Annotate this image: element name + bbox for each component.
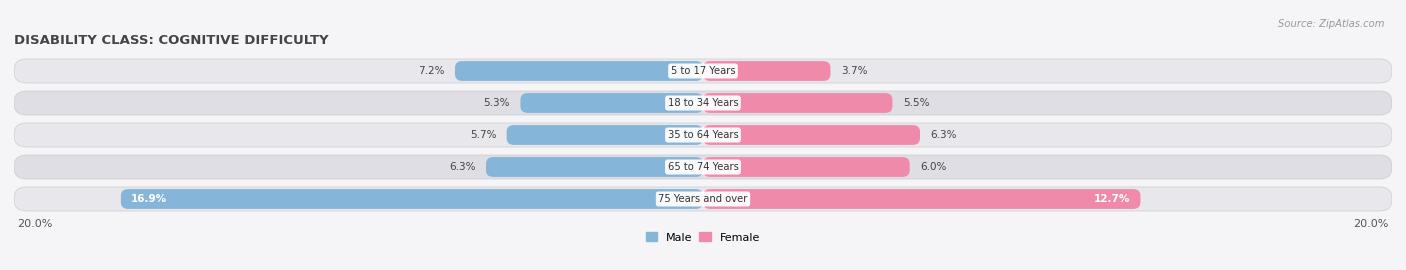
FancyBboxPatch shape bbox=[14, 155, 1392, 179]
FancyBboxPatch shape bbox=[14, 187, 1392, 211]
Text: 18 to 34 Years: 18 to 34 Years bbox=[668, 98, 738, 108]
FancyBboxPatch shape bbox=[486, 157, 703, 177]
Text: 6.0%: 6.0% bbox=[920, 162, 946, 172]
Text: 20.0%: 20.0% bbox=[1353, 219, 1389, 229]
Text: Source: ZipAtlas.com: Source: ZipAtlas.com bbox=[1278, 19, 1385, 29]
FancyBboxPatch shape bbox=[121, 189, 703, 209]
FancyBboxPatch shape bbox=[520, 93, 703, 113]
FancyBboxPatch shape bbox=[703, 189, 1140, 209]
FancyBboxPatch shape bbox=[703, 61, 831, 81]
FancyBboxPatch shape bbox=[703, 157, 910, 177]
Text: 65 to 74 Years: 65 to 74 Years bbox=[668, 162, 738, 172]
FancyBboxPatch shape bbox=[703, 125, 920, 145]
Text: 6.3%: 6.3% bbox=[449, 162, 475, 172]
Text: 6.3%: 6.3% bbox=[931, 130, 957, 140]
Text: 3.7%: 3.7% bbox=[841, 66, 868, 76]
FancyBboxPatch shape bbox=[14, 59, 1392, 83]
Text: 12.7%: 12.7% bbox=[1094, 194, 1130, 204]
Text: 16.9%: 16.9% bbox=[131, 194, 167, 204]
Text: 5 to 17 Years: 5 to 17 Years bbox=[671, 66, 735, 76]
Text: 35 to 64 Years: 35 to 64 Years bbox=[668, 130, 738, 140]
FancyBboxPatch shape bbox=[506, 125, 703, 145]
FancyBboxPatch shape bbox=[14, 91, 1392, 115]
FancyBboxPatch shape bbox=[456, 61, 703, 81]
Text: DISABILITY CLASS: COGNITIVE DIFFICULTY: DISABILITY CLASS: COGNITIVE DIFFICULTY bbox=[14, 34, 329, 47]
Legend: Male, Female: Male, Female bbox=[641, 228, 765, 247]
FancyBboxPatch shape bbox=[703, 93, 893, 113]
Text: 7.2%: 7.2% bbox=[418, 66, 444, 76]
Text: 20.0%: 20.0% bbox=[17, 219, 53, 229]
FancyBboxPatch shape bbox=[14, 123, 1392, 147]
Text: 75 Years and over: 75 Years and over bbox=[658, 194, 748, 204]
Text: 5.7%: 5.7% bbox=[470, 130, 496, 140]
Text: 5.5%: 5.5% bbox=[903, 98, 929, 108]
Text: 5.3%: 5.3% bbox=[484, 98, 510, 108]
